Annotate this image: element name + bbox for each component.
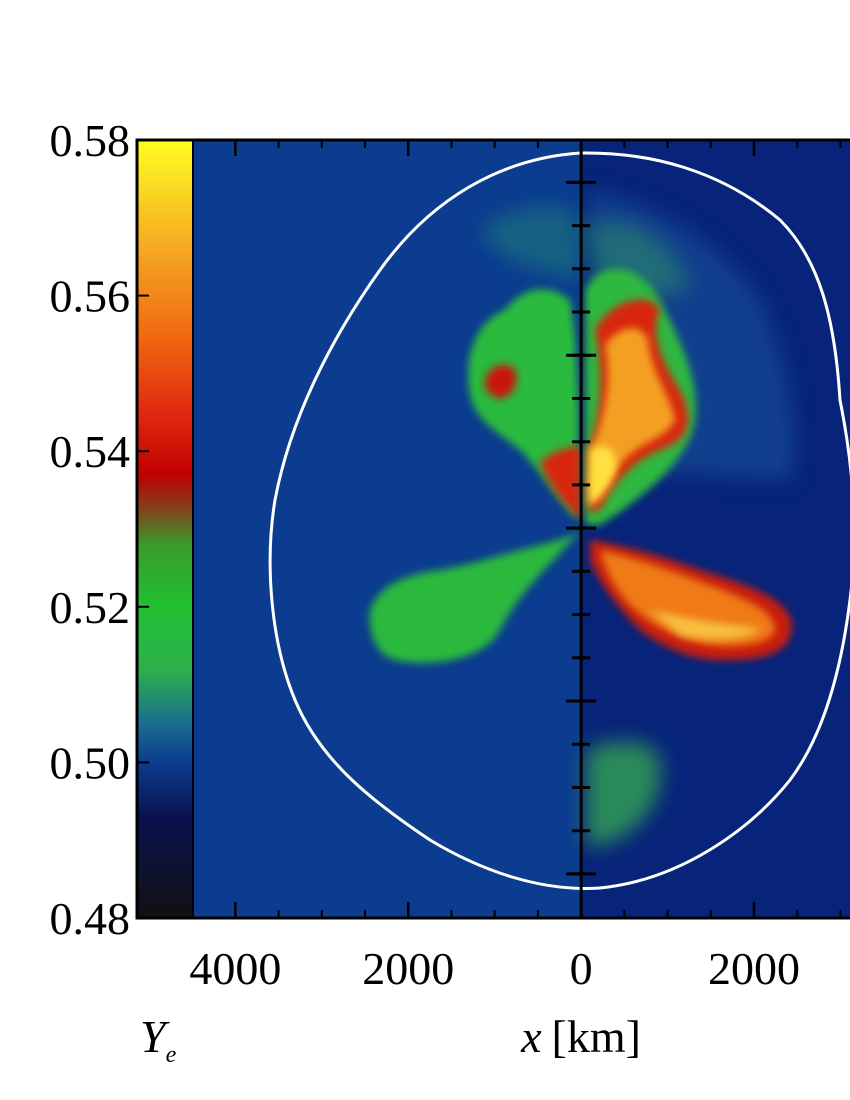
left-background	[193, 140, 581, 918]
plot-frame	[135, 138, 850, 920]
x-axis-label: x [km]	[520, 1011, 641, 1062]
colorbar-tick-label: 0.50	[50, 737, 131, 788]
x-axis-label-unit: [km]	[552, 1011, 641, 1062]
colorbar-tick-label: 0.58	[50, 115, 131, 166]
colorbar-tick-label: 0.54	[50, 426, 131, 477]
x-tick-label: 2000	[708, 943, 800, 994]
colorbar-tick-label: 0.56	[50, 271, 131, 322]
plume-yellow	[588, 446, 616, 505]
map-image	[193, 140, 850, 918]
plume-red	[540, 447, 581, 520]
contour	[268, 151, 850, 890]
x-tick-label: 0	[570, 943, 593, 994]
colorbar-tick-label: 0.48	[50, 893, 131, 944]
plume-green	[369, 530, 581, 663]
colorbar	[137, 140, 193, 918]
plume-orange	[600, 550, 775, 647]
plume-faint-green	[586, 741, 661, 845]
axes: 0.58 0.56 0.54 0.52 0.50 0.48 4000 2000 0 2000	[50, 115, 842, 994]
x-axis-label-symbol: x	[520, 1011, 542, 1062]
plume-yellow	[650, 610, 760, 640]
x-tick-label: 2000	[362, 943, 454, 994]
faint-plume	[480, 206, 581, 280]
colorbar-tick-label: 0.52	[50, 582, 131, 633]
x-tick-label: 4000	[189, 943, 281, 994]
plume-red	[484, 364, 517, 399]
colorbar-label: Ye	[140, 1011, 177, 1068]
colorbar-label-subscript: e	[166, 1042, 177, 1068]
colorbar-label-symbol: Y	[140, 1011, 170, 1062]
